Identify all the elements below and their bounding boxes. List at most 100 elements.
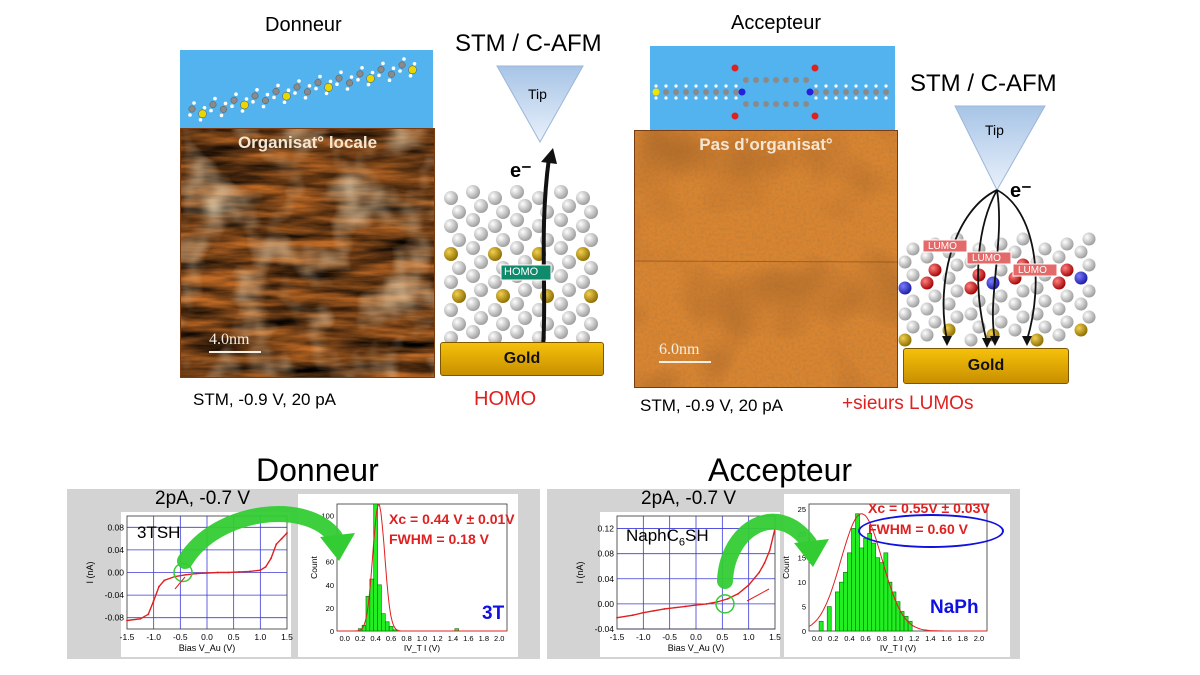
acceptor-iv-conditions: 2pA, -0.7 V (641, 488, 737, 509)
acceptor-stm-texture (635, 131, 897, 387)
histogram-bar (839, 581, 844, 632)
donor-plots: -1.5 -1.0 -0.5 0.0 0.5 1.0 1.50.080.040.00-0.0… (85, 503, 508, 653)
histogram-bar (879, 562, 885, 632)
data-point (695, 604, 697, 607)
histogram-bar (377, 584, 382, 632)
donor-image-label: Organisat° locale (237, 133, 378, 152)
zero-bias-highlight-circle (715, 594, 735, 614)
donor-homo-tag: HOMO (504, 266, 539, 278)
x-axis-label: IV_T I (V) (404, 643, 440, 653)
data-point (270, 557, 272, 560)
acceptor-tip-label: Tip (985, 122, 1004, 138)
x-tick-label: 0.0 (340, 634, 350, 643)
histogram-bar (392, 629, 398, 632)
histogram-bar (847, 552, 852, 632)
data-point (264, 565, 267, 568)
acceptor-tag: NaPh (930, 597, 979, 618)
red-pointer-arrow (174, 576, 186, 590)
y-tick-label: 0.04 (597, 574, 614, 584)
data-point (652, 609, 655, 612)
y-tick-label: 20 (326, 604, 334, 613)
electron-path-arrow (541, 157, 551, 349)
data-point (663, 608, 666, 610)
acceptor-lumo-tag-2: LUMO (972, 253, 1001, 264)
green-transfer-arrow-head (794, 539, 829, 567)
x-tick-label: 1.0 (417, 634, 427, 643)
donor-iv-axes: -1.5 -1.0 -0.5 0.0 0.5 1.0 1.5 0.08 0.04 0.00 -0.0… (85, 515, 293, 653)
x-tick-label: 0.4 (844, 634, 854, 643)
data-point (747, 584, 750, 586)
acceptor-molecule-band (650, 46, 895, 130)
y-tick-label: 0.08 (597, 549, 614, 559)
donor-caption: HOMO (474, 388, 537, 410)
y-tick-label: 10 (798, 578, 806, 587)
histogram-bar (818, 620, 824, 632)
y-axis-label: Count (309, 556, 319, 579)
x-tick-label: 1.4 (925, 634, 935, 643)
x-axis-label: Bias V_Au (V) (668, 643, 725, 653)
data-point (616, 616, 618, 619)
plot-frame (616, 515, 776, 630)
x-tick-label: 0.8 (401, 634, 411, 643)
x-tick-label: 1.2 (432, 634, 442, 643)
data-point (227, 571, 230, 574)
data-point (126, 619, 128, 622)
green-transfer-arrow (717, 513, 817, 589)
data-point (163, 579, 166, 582)
data-point (768, 549, 771, 552)
y-tick-label: 0.12 (597, 524, 614, 534)
y-tick-label: 25 (798, 505, 806, 514)
acceptor-iv-axes: -1.5 -1.0 -0.5 0.0 0.5 1.0 1.5 0.12 0.08 0.04 0.00… (575, 515, 781, 653)
acceptor-histogram-gaussian-fit (808, 513, 987, 632)
y-tick-label: 0 (802, 627, 806, 636)
acceptor-iv-curve (616, 528, 776, 619)
y-tick-label: 40 (326, 581, 334, 590)
x-tick-label: -0.5 (662, 632, 677, 642)
x-tick-label: 0.8 (877, 634, 887, 643)
x-tick-label: 0.4 (370, 634, 380, 643)
x-tick-label: 0.2 (355, 634, 365, 643)
data-point (280, 537, 283, 540)
red-pointer-arrow (746, 588, 770, 602)
x-tick-label: 1.6 (463, 634, 473, 643)
acceptor-stm-image: Pas d’organisat° 6.0nm (634, 130, 898, 388)
data-point (238, 571, 240, 573)
y-tick-label: 15 (798, 554, 806, 563)
histogram-bar (871, 542, 877, 632)
histogram-bar (388, 626, 394, 632)
donor-molecule-illustration (188, 57, 417, 122)
acceptor-fwhm-highlight-ellipse (858, 514, 1004, 548)
x-tick-label: -1.0 (636, 632, 651, 642)
tip-icon (496, 65, 584, 144)
histogram-bar (867, 533, 873, 632)
data-point (139, 617, 142, 620)
data-point (705, 602, 708, 605)
x-tick-label: 0.6 (860, 634, 870, 643)
data-point (259, 569, 262, 572)
tip-icon (954, 105, 1046, 192)
histogram-bar (843, 572, 848, 632)
green-transfer-arrow (177, 506, 343, 569)
x-tick-label: 1.0 (743, 632, 755, 642)
data-point (763, 562, 766, 564)
donor-molecule-label: 3TSH (137, 523, 181, 542)
donor-electron-label: e⁻ (510, 160, 532, 182)
donor-molecule-band (180, 50, 433, 128)
y-tick-label: 60 (326, 558, 334, 567)
x-tick-label: 1.5 (281, 632, 293, 642)
data-point (216, 571, 219, 574)
acceptor-lumo-tag-1: LUMO (928, 241, 957, 252)
data-point (195, 572, 198, 575)
donor-conditions: STM, -0.9 V, 20 pA (193, 390, 336, 409)
data-point (206, 572, 208, 574)
y-tick-label: 0.04 (107, 545, 124, 555)
x-tick-label: 0.0 (812, 634, 822, 643)
acceptor-image-label: Pas d’organisat° (699, 135, 833, 154)
x-tick-label: 2.0 (494, 634, 504, 643)
data-point (286, 532, 288, 534)
acceptor-conditions: STM, -0.9 V, 20 pA (640, 396, 783, 415)
histogram-bar (875, 557, 881, 632)
data-point (184, 573, 187, 576)
acceptor-method-label: STM / C-AFM (910, 70, 1057, 97)
x-tick-label: 1.0 (893, 634, 903, 643)
